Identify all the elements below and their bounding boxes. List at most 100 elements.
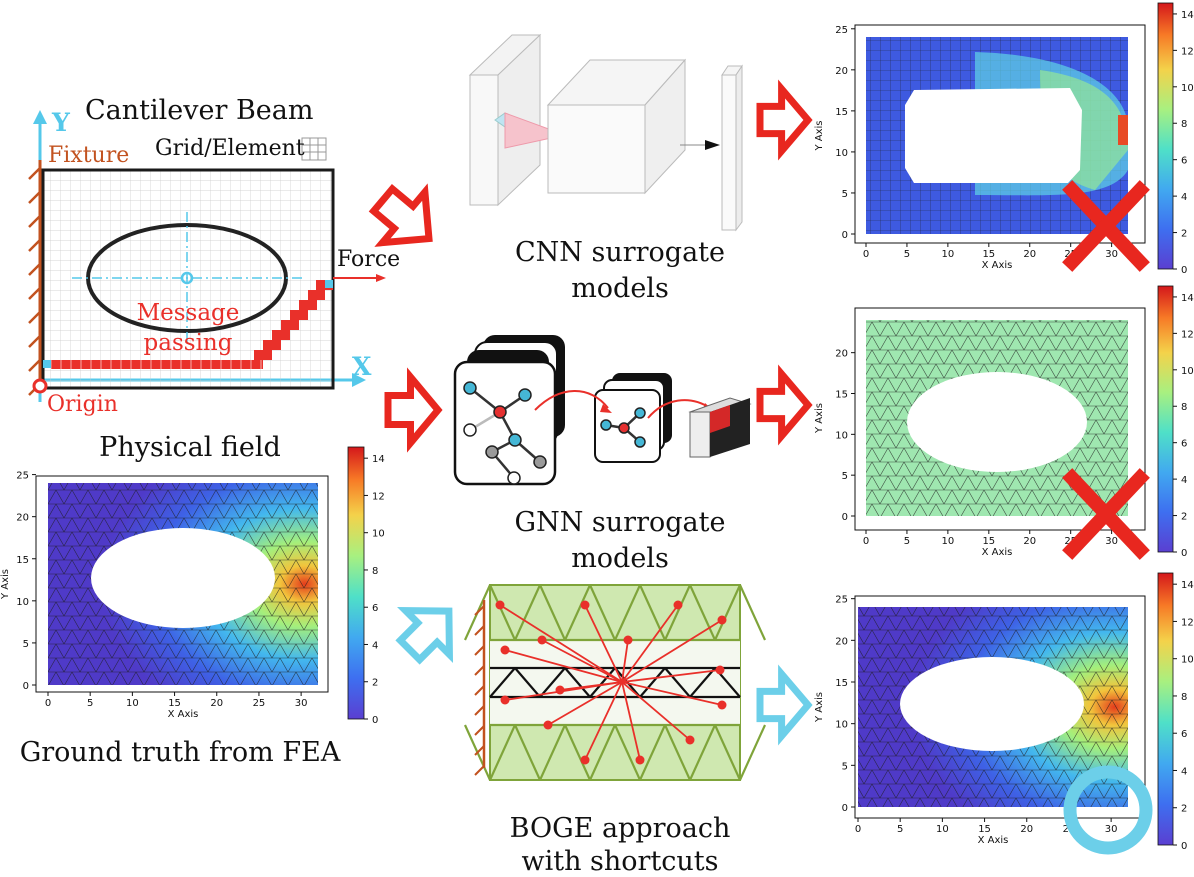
shortcut-node-8 <box>580 755 590 765</box>
gnn-input-node-4 <box>485 445 499 459</box>
boge-cbar-tick-8: 8 <box>1181 692 1187 703</box>
passing-label: passing <box>143 330 233 356</box>
gnn-input-node-3 <box>508 433 522 447</box>
cantilever-beam-diagram <box>28 110 386 402</box>
gt-xtick-25: 25 <box>253 698 266 709</box>
boge-cbar-tick-2: 2 <box>1181 804 1187 815</box>
boge-cbar-tick-4: 4 <box>1181 766 1187 777</box>
shortcut-node-7 <box>543 720 553 730</box>
gt-ytick-0: 0 <box>23 681 29 692</box>
cnn-input-arrow <box>368 183 433 247</box>
origin-label: Origin <box>47 392 118 417</box>
gnn-fail-cross <box>1062 468 1150 560</box>
shortcut-node-9 <box>635 755 645 765</box>
gnn-cbar-tick-14: 14 <box>1181 293 1194 304</box>
gt-cbar-tick-12: 12 <box>372 491 385 502</box>
cnn-ytick-0: 0 <box>842 230 848 241</box>
cnn-cbar-tick-2: 2 <box>1181 229 1187 240</box>
cnn-cbar-tick-6: 6 <box>1181 156 1187 167</box>
gnn-cbar-tick-6: 6 <box>1181 439 1187 450</box>
gnn-input-node-6 <box>507 471 521 485</box>
boge-xtick-30: 30 <box>1105 824 1118 835</box>
boge-ytick-0: 0 <box>842 803 848 814</box>
shortcut-node-4 <box>673 600 683 610</box>
gnn-ytick-0: 0 <box>842 512 848 523</box>
boge-xtick-5: 5 <box>897 824 903 835</box>
y-axis-label: Y <box>52 108 70 137</box>
beam-title: Cantilever Beam <box>85 95 314 126</box>
gnn-label-line2: models <box>571 543 669 574</box>
gnn-hidden-node-2 <box>634 407 646 419</box>
gnn-input-arrow <box>384 367 443 453</box>
message-label: Message <box>136 300 240 326</box>
cnn-ytick-25: 25 <box>835 25 848 36</box>
shortcut-node-2 <box>580 600 590 610</box>
gnn-hidden-node-3 <box>634 436 646 448</box>
cnn-xtick-5: 5 <box>904 249 910 260</box>
cnn-ytick-20: 20 <box>835 66 848 77</box>
force-label: Force <box>337 247 401 272</box>
boge-ylabel: Y Axis <box>814 692 825 723</box>
boge-ytick-15: 15 <box>835 678 848 689</box>
gt-cbar-tick-8: 8 <box>372 566 378 577</box>
gnn-cbar-tick-8: 8 <box>1181 402 1187 413</box>
gnn-xtick-5: 5 <box>904 536 910 547</box>
shortcut-node-12 <box>500 645 510 655</box>
cnn-label-line2: models <box>571 273 669 304</box>
gt-ytick-10: 10 <box>16 597 29 608</box>
gt-ytick-15: 15 <box>16 555 29 566</box>
boge-xtick-10: 10 <box>936 824 949 835</box>
gt-ytick-5: 5 <box>23 639 29 650</box>
shortcut-node-1 <box>537 635 547 645</box>
gnn-xtick-15: 15 <box>982 536 995 547</box>
cnn-architecture <box>468 33 743 232</box>
gnn-input-node-7 <box>463 423 477 437</box>
cnn-cbar-tick-12: 12 <box>1181 46 1194 57</box>
shortcut-node-14 <box>555 685 565 695</box>
gt-cbar-tick-10: 10 <box>372 529 385 540</box>
gt-ylabel: Y Axis <box>0 569 11 600</box>
gnn-cbar-tick-4: 4 <box>1181 475 1187 486</box>
ground-truth-arrow <box>395 606 454 665</box>
shortcut-node-6 <box>500 695 510 705</box>
gnn-ytick-5: 5 <box>842 471 848 482</box>
shortcut-node-13 <box>715 665 725 675</box>
cnn-cbar-tick-14: 14 <box>1181 10 1194 21</box>
gt-xtick-0: 0 <box>45 698 51 709</box>
gnn-ytick-15: 15 <box>835 390 848 401</box>
gt-cbar-tick-6: 6 <box>372 603 378 614</box>
fixture-label: Fixture <box>48 143 130 168</box>
boge-cbar-tick-14: 14 <box>1181 580 1194 591</box>
gnn-xtick-30: 30 <box>1105 536 1118 547</box>
shortcut-node-11 <box>717 700 727 710</box>
boge-label-line1: BOGE approach <box>509 813 731 844</box>
cnn-ytick-10: 10 <box>835 148 848 159</box>
gt-xlabel: X Axis <box>168 709 199 720</box>
gnn-architecture <box>453 335 752 486</box>
shortcut-node-10 <box>685 735 695 745</box>
cnn-xtick-10: 10 <box>942 249 955 260</box>
gnn-input-node-2 <box>518 388 532 402</box>
boge-xtick-15: 15 <box>978 824 991 835</box>
cnn-cbar-tick-0: 0 <box>1181 265 1187 276</box>
gnn-xlabel: X Axis <box>982 547 1013 558</box>
gnn-input-node-1 <box>493 405 507 419</box>
gnn-ytick-10: 10 <box>835 430 848 441</box>
gt-cbar-tick-4: 4 <box>372 640 378 651</box>
boge-xlabel: X Axis <box>978 835 1009 846</box>
message-passing-path <box>50 280 333 369</box>
cnn-xtick-20: 20 <box>1023 249 1036 260</box>
gnn-ytick-20: 20 <box>835 349 848 360</box>
gnn-cbar-tick-10: 10 <box>1181 366 1194 377</box>
boge-label-line2: with shortcuts <box>521 846 719 877</box>
boge-ytick-10: 10 <box>835 720 848 731</box>
cnn-label-line1: CNN surrogate <box>514 237 725 268</box>
physical-field-label: Physical field <box>99 432 281 463</box>
gnn-ylabel: Y Axis <box>814 403 825 434</box>
cnn-ytick-5: 5 <box>842 189 848 200</box>
gt-xtick-15: 15 <box>168 698 181 709</box>
origin-marker <box>32 378 48 394</box>
ground-truth-label: Ground truth from FEA <box>19 737 341 768</box>
cnn-cbar-tick-4: 4 <box>1181 192 1187 203</box>
